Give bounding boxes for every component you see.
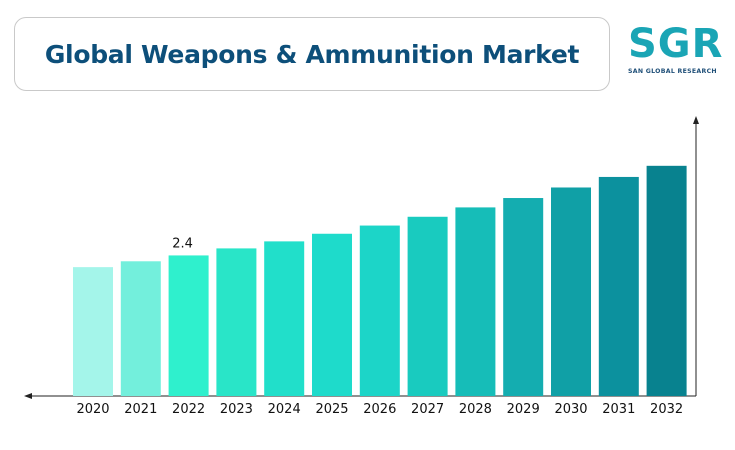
- data-label-2022: 2.4: [172, 236, 193, 251]
- bar-2023: [216, 248, 257, 396]
- tick-label-2032: 2032: [650, 402, 683, 417]
- title-box: Global Weapons & Ammunition Market: [14, 17, 610, 91]
- tick-label-2021: 2021: [124, 402, 157, 417]
- logo-letters: SGR: [628, 21, 724, 67]
- bar-2031: [598, 176, 639, 396]
- tick-label-2031: 2031: [602, 402, 635, 417]
- bar-2022: [168, 255, 209, 396]
- bar-2020: [73, 267, 113, 396]
- bar-2025: [312, 233, 352, 396]
- bar-2024: [264, 241, 305, 396]
- sgr-logo: SGR SAN GLOBAL RESEARCH: [628, 22, 728, 82]
- bar-2021: [120, 261, 161, 396]
- tick-label-2024: 2024: [268, 402, 301, 417]
- tick-label-2023: 2023: [220, 402, 253, 417]
- bar-2027: [407, 216, 448, 396]
- x-axis-arrow: [24, 393, 32, 399]
- tick-label-2028: 2028: [459, 402, 492, 417]
- bar-2032: [646, 165, 687, 396]
- bar-2028: [455, 207, 496, 396]
- bar-2029: [503, 198, 544, 396]
- tick-label-2030: 2030: [554, 402, 587, 417]
- tick-label-2020: 2020: [76, 402, 109, 417]
- tick-label-2026: 2026: [363, 402, 396, 417]
- tick-label-2029: 2029: [507, 402, 540, 417]
- y-axis-arrow: [693, 116, 699, 124]
- tick-label-2025: 2025: [315, 402, 348, 417]
- chart-title: Global Weapons & Ammunition Market: [44, 39, 580, 69]
- logo-tagline: SAN GLOBAL RESEARCH: [628, 68, 717, 75]
- tick-label-2022: 2022: [172, 402, 205, 417]
- bar-2030: [551, 187, 591, 396]
- tick-label-2027: 2027: [411, 402, 444, 417]
- bar-2026: [359, 225, 400, 396]
